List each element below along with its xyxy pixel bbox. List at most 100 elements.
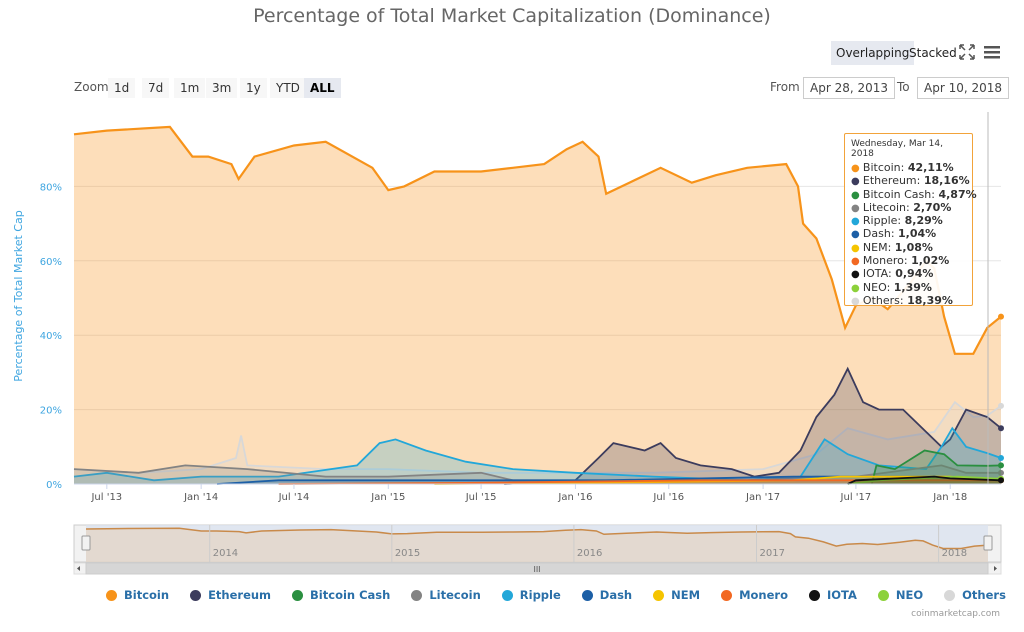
tooltip-series-name: Dash: [862, 227, 891, 241]
tooltip-series-value: 8,29%: [904, 214, 943, 228]
legend-label: Monero: [739, 588, 788, 602]
area-neo: [847, 476, 1001, 484]
legend-label: NEO: [895, 588, 924, 602]
legend-marker-icon: [653, 589, 665, 601]
tooltip-series-name: Litecoin: [862, 200, 906, 214]
legend-label: Bitcoin: [124, 588, 170, 602]
tooltip-marker-icon: ●: [851, 229, 863, 241]
tooltip-row: ● Bitcoin: 42,11%: [851, 161, 954, 174]
navigator-year-label: 2017: [760, 548, 785, 559]
navigator-selection[interactable]: [86, 525, 988, 562]
line-bitcoin-cash: [870, 449, 1002, 485]
tooltip-marker-icon: ●: [851, 176, 863, 188]
navigator-area: [86, 528, 988, 562]
legend-item-litecoin[interactable]: Litecoin: [411, 587, 481, 603]
tooltip-series-value: 18,16%: [923, 174, 970, 188]
legend-marker-icon: [501, 589, 513, 601]
area-ripple: [74, 428, 1001, 484]
x-tick-label: Jul '14: [278, 492, 310, 503]
overlapping-button[interactable]: Overlapping: [831, 41, 915, 65]
legend-item-bitcoin-cash[interactable]: Bitcoin Cash: [292, 587, 390, 603]
navigator-handle-right[interactable]: [983, 535, 993, 551]
to-date-input[interactable]: Apr 10, 2018: [917, 77, 1010, 99]
legend-item-dash[interactable]: Dash: [581, 587, 632, 603]
tooltip-marker-icon: ●: [851, 216, 863, 228]
stacked-button[interactable]: Stacked: [909, 46, 957, 60]
fullscreen-icon[interactable]: [957, 42, 977, 62]
point-bitcoin-cash: [998, 462, 1004, 469]
y-axis-title: Percentage of Total Market Cap: [12, 210, 25, 381]
legend-marker-icon: [292, 589, 304, 601]
legend-marker-icon: [877, 589, 889, 601]
scroll-right-arrow-icon[interactable]: [994, 566, 997, 571]
tooltip-marker-icon: ●: [851, 202, 863, 214]
point-ripple: [998, 454, 1004, 461]
navigator-track[interactable]: [73, 524, 1002, 563]
tooltip-series-name: Bitcoin: [862, 161, 901, 174]
tooltip-date: Wednesday, Mar 14, 2018: [851, 139, 943, 159]
tooltip-row: ● Ripple: 8,29%: [851, 214, 943, 228]
zoom-1d-button[interactable]: 1d: [108, 78, 136, 98]
tooltip-marker-icon: ●: [851, 242, 863, 254]
area-iota: [847, 476, 1001, 484]
line-others: [73, 400, 1002, 474]
navigator-handle-left[interactable]: [81, 535, 91, 551]
tooltip-marker-icon: ●: [851, 282, 863, 294]
tooltip-series-value: 42,11%: [907, 161, 954, 174]
area-monero: [278, 480, 1002, 484]
x-tick-label: Jan '18: [932, 492, 967, 503]
tooltip-series-value: 4,87%: [938, 187, 977, 201]
scrollbar-track[interactable]: [73, 562, 1002, 575]
x-tick-label: Jul '16: [652, 492, 684, 503]
tooltip-row: ● NEO: 1,39%: [851, 280, 932, 294]
zoom-1m-button[interactable]: 1m: [174, 78, 206, 98]
legend-item-ripple[interactable]: Ripple: [501, 587, 561, 603]
legend-item-monero[interactable]: Monero: [721, 587, 788, 603]
line-litecoin: [73, 464, 1001, 482]
zoom-3m-button[interactable]: 3m: [206, 78, 238, 98]
tooltip-row: ● Monero: 1,02%: [851, 254, 950, 268]
point-nem: [998, 477, 1004, 484]
tooltip-series-name: Bitcoin Cash: [862, 187, 932, 201]
tooltip-row: ● Bitcoin Cash: 4,87%: [851, 187, 977, 201]
zoom-ytd-button[interactable]: YTD: [270, 78, 306, 98]
tooltip-series-name: NEM: [862, 240, 888, 254]
chart-title: Percentage of Total Market Capitalizatio…: [253, 5, 771, 27]
zoom-7d-button[interactable]: 7d: [142, 78, 170, 98]
tooltip-series-name: IOTA: [862, 267, 889, 281]
area-nem: [434, 476, 1001, 484]
x-tick-label: Jan '16: [557, 492, 592, 503]
from-date-input[interactable]: Apr 28, 2013: [803, 77, 896, 99]
tooltip-marker-icon: ●: [851, 256, 863, 268]
hamburger-menu-icon[interactable]: [982, 42, 1002, 62]
zoom-all-button[interactable]: ALL: [304, 78, 341, 98]
zoom-1y-button[interactable]: 1y: [240, 78, 267, 98]
scroll-left-arrow-icon[interactable]: [77, 566, 80, 571]
tooltip-series-value: 18,39%: [907, 293, 953, 307]
scrollbar-thumb[interactable]: [85, 562, 989, 575]
point-neo: [998, 475, 1004, 482]
legend-label: Litecoin: [429, 588, 481, 602]
tooltip-series-name: Others: [862, 293, 900, 307]
legend: Bitcoin Ethereum Bitcoin Cash Litecoin Rippl…: [106, 587, 1024, 603]
x-tick-label: Jul '15: [465, 492, 497, 503]
navigator-line: [85, 527, 989, 550]
credits-link[interactable]: coinmarketcap.com: [911, 609, 1000, 619]
line-dash: [216, 475, 1002, 485]
tooltip-series-value: 1,39%: [893, 280, 932, 294]
tooltip: Wednesday, Mar 14, 2018 ● Bitcoin: 42,11…: [844, 133, 977, 307]
legend-item-iota[interactable]: IOTA: [808, 587, 857, 603]
area-others: [74, 402, 1001, 484]
legend-item-ethereum[interactable]: Ethereum: [190, 587, 271, 603]
legend-item-others[interactable]: Others: [944, 587, 1006, 603]
scrollbar-grip: III: [533, 565, 540, 574]
navigator-year-label: 2014: [213, 548, 238, 559]
x-tick-label: Jul '17: [840, 492, 872, 503]
tooltip-series-value: 2,70%: [913, 200, 952, 214]
legend-item-nem[interactable]: NEM: [653, 587, 700, 603]
legend-marker-icon: [944, 589, 956, 601]
legend-marker-icon: [190, 589, 202, 601]
tooltip-marker-icon: ●: [851, 189, 863, 201]
legend-item-bitcoin[interactable]: Bitcoin: [106, 587, 169, 603]
legend-item-neo[interactable]: NEO: [877, 587, 924, 603]
